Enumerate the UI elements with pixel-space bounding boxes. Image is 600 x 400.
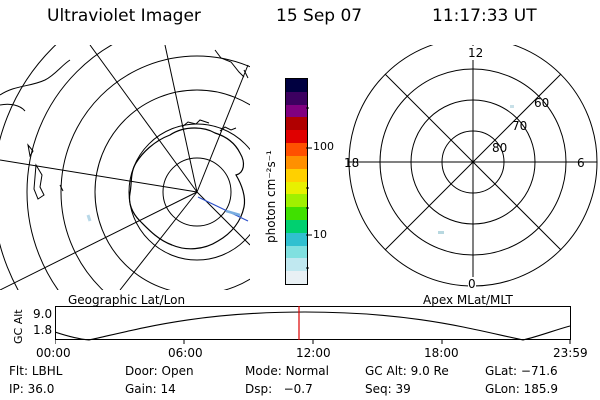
mlt-label-12: 12	[468, 46, 484, 60]
colorbar-swatch	[286, 181, 307, 195]
mlat-label-60: 60	[534, 96, 550, 110]
colorbar	[285, 78, 308, 285]
info-gain: Gain: 14	[125, 382, 176, 396]
colorbar-swatch	[286, 207, 307, 220]
orbit-altitude-timeline	[55, 306, 571, 344]
timeline-xtick-0600: 06:00	[168, 346, 203, 360]
colorbar-swatch	[286, 130, 307, 144]
left-panel-label: Geographic Lat/Lon	[68, 293, 186, 307]
colorbar-swatch	[286, 219, 307, 233]
mlat-label-80: 80	[492, 141, 508, 155]
mlt-label-18: 18	[344, 156, 360, 170]
timeline-ytick-min: 1.8	[33, 323, 53, 337]
colorbar-swatch	[286, 79, 307, 92]
info-ip: IP: 36.0	[9, 382, 55, 396]
mlt-label-6: 6	[577, 156, 585, 170]
colorbar-swatch	[286, 143, 307, 156]
apex-polar-plot	[348, 45, 598, 287]
colorbar-swatch	[286, 258, 307, 272]
colorbar-swatch	[286, 194, 307, 208]
info-glat: GLat: −71.6	[485, 364, 558, 378]
colorbar-tick-100: 100	[313, 140, 334, 153]
colorbar-swatch	[286, 104, 307, 118]
timeline-xtick-2359: 23:59	[553, 346, 588, 360]
date-label: 15 Sep 07	[276, 6, 363, 26]
time-label: 11:17:33 UT	[432, 6, 537, 26]
app-title: Ultraviolet Imager	[47, 6, 201, 26]
info-glon: GLon: 185.9	[485, 382, 558, 396]
colorbar-swatch	[286, 232, 307, 246]
colorbar-unit-label: photon cm⁻²s⁻¹	[264, 150, 278, 243]
colorbar-swatch	[286, 91, 307, 105]
colorbar-swatch	[286, 271, 307, 284]
info-dsp: Dsp: −0.7	[245, 382, 313, 396]
timeline-ytick-max: 9.0	[33, 307, 53, 321]
info-seq: Seq: 39	[365, 382, 411, 396]
colorbar-ticks	[306, 107, 312, 269]
colorbar-swatch	[286, 155, 307, 169]
timeline-xtick-0000: 00:00	[36, 346, 71, 360]
timeline-xtick-1200: 12:00	[296, 346, 331, 360]
info-door: Door: Open	[125, 364, 194, 378]
mlat-label-70: 70	[512, 119, 528, 133]
geographic-map	[0, 45, 250, 290]
colorbar-swatch	[286, 168, 307, 182]
colorbar-tick-10: 10	[313, 228, 327, 241]
mlt-label-0: 0	[468, 277, 476, 291]
colorbar-swatch	[286, 117, 307, 131]
right-panel-label: Apex MLat/MLT	[423, 293, 513, 307]
colorbar-swatch	[286, 245, 307, 259]
info-gc-alt: GC Alt: 9.0 Re	[365, 364, 449, 378]
timeline-xtick-1800: 18:00	[424, 346, 459, 360]
timeline-axis-label: GC Alt	[12, 309, 25, 344]
info-flt: Flt: LBHL	[9, 364, 63, 378]
info-mode: Mode: Normal	[245, 364, 329, 378]
